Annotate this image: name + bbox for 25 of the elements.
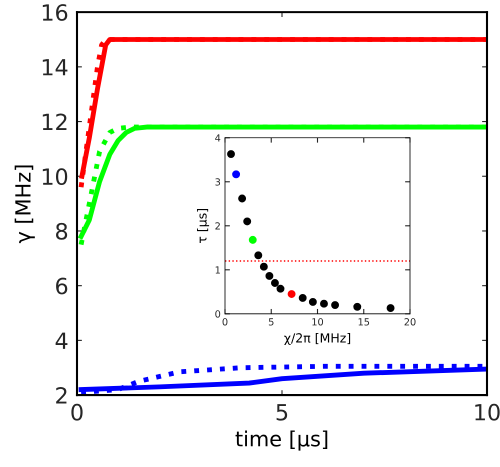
y-tick-label: 12 xyxy=(42,114,66,130)
x-tick-label: 5 xyxy=(268,318,274,326)
x-tick-label: 0 xyxy=(222,318,228,326)
x-tick-label: 10 xyxy=(475,404,500,421)
y-axis-title: γ [MHz] xyxy=(14,166,35,244)
y-tick-label: 3 xyxy=(215,178,220,186)
y-tick-label: 2 xyxy=(215,222,220,230)
x-tick-label: 0 xyxy=(71,404,83,421)
y-tick-label: 6 xyxy=(56,278,68,294)
y-tick-label: 8 xyxy=(56,222,68,240)
y-tick-label: 14 xyxy=(42,59,68,76)
y-tick-label: 10 xyxy=(42,168,68,186)
y-axis-title: τ [μs] xyxy=(196,209,210,244)
y-tick-label: 0 xyxy=(215,310,220,318)
x-tick-label: 15 xyxy=(358,318,370,326)
x-tick-label: 10 xyxy=(312,318,324,326)
y-tick-label: 16 xyxy=(42,4,68,21)
y-tick-label: 1 xyxy=(216,266,220,274)
x-tick-label: 20 xyxy=(404,318,416,326)
y-tick-label: 4 xyxy=(215,134,220,142)
x-tick-label: 5 xyxy=(276,404,288,421)
y-tick-label: 4 xyxy=(56,332,68,349)
x-axis-title: time [μs] xyxy=(236,430,328,451)
x-axis-title: χ/2π [MHz] xyxy=(284,332,350,346)
y-tick-label: 2 xyxy=(56,387,66,404)
